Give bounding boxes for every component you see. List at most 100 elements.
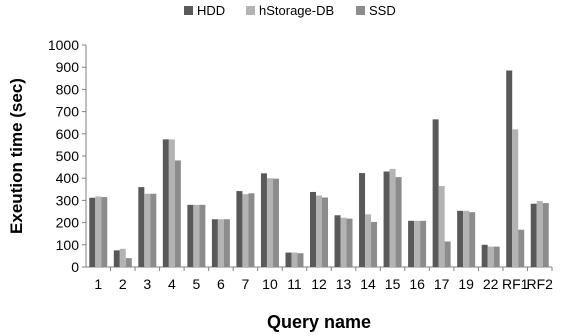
bar-hdd-6: [211, 219, 218, 267]
bar-hstorage-db-16: [414, 220, 421, 267]
legend-label: HDD: [197, 3, 225, 18]
x-tick-label: 5: [192, 276, 200, 292]
bar-ssd-7: [248, 193, 255, 267]
x-tick-label: 3: [143, 276, 151, 292]
bar-hstorage-db-6: [217, 219, 224, 267]
bar-hstorage-db-1: [95, 196, 102, 267]
bar-hstorage-db-2: [119, 248, 126, 267]
y-tick-label: 100: [56, 237, 80, 253]
bar-hdd-7: [236, 191, 243, 267]
bar-hstorage-db-12: [316, 195, 322, 267]
bar-ssd-rf1: [518, 229, 525, 267]
bar-hdd-5: [187, 204, 194, 267]
bar-hstorage-db-19: [463, 210, 470, 267]
y-tick-label: 0: [71, 259, 79, 275]
x-tick-label: RF2: [527, 276, 554, 292]
bar-hdd-16: [408, 220, 415, 267]
bar-hstorage-db-4: [168, 139, 175, 267]
bar-hstorage-db-17: [438, 185, 445, 267]
bar-ssd-10: [272, 178, 279, 267]
bar-ssd-4: [174, 160, 181, 267]
bar-hdd-14: [359, 173, 366, 267]
x-tick-label: 6: [217, 276, 225, 292]
bar-ssd-6: [223, 219, 230, 267]
bars: [89, 70, 549, 268]
legend-label: SSD: [369, 3, 396, 18]
legend-swatch: [184, 6, 193, 15]
bar-ssd-2: [125, 258, 132, 267]
bar-ssd-5: [199, 204, 206, 267]
x-tick-label: 22: [483, 276, 499, 292]
x-tick-label: 15: [385, 276, 401, 292]
bar-hdd-22: [481, 244, 488, 267]
bar-ssd-rf2: [542, 203, 549, 267]
bar-hdd-rf2: [530, 203, 537, 267]
x-tick-label: 10: [262, 276, 278, 292]
bar-ssd-17: [444, 241, 451, 267]
bar-ssd-22: [493, 246, 500, 267]
bar-ssd-15: [395, 177, 402, 267]
x-tick-label: 16: [409, 276, 425, 292]
bar-hstorage-db-22: [487, 246, 494, 267]
bar-hstorage-db-3: [144, 193, 151, 267]
y-tick-label: 700: [56, 104, 80, 120]
bar-hdd-1: [89, 197, 96, 267]
bar-hstorage-db-rf2: [536, 201, 543, 267]
bar-ssd-1: [101, 197, 108, 267]
bar-hdd-12: [310, 191, 316, 267]
legend-label: hStorage-DB: [259, 3, 334, 18]
y-tick-label: 800: [56, 81, 80, 97]
bar-ssd-3: [150, 193, 157, 267]
x-tick-label: 11: [287, 276, 302, 292]
y-axis-title: Exeution time (sec): [7, 78, 26, 234]
legend-swatch: [356, 6, 365, 15]
y-tick-label: 1000: [48, 37, 79, 53]
y-tick-label: 400: [56, 170, 80, 186]
x-tick-label: 19: [458, 276, 474, 292]
bar-hdd-2: [113, 250, 120, 267]
bar-hstorage-db-5: [193, 204, 200, 267]
y-tick-label: 200: [56, 215, 80, 231]
bar-hdd-15: [383, 171, 390, 267]
bar-ssd-19: [469, 212, 476, 267]
bar-ssd-13: [346, 218, 353, 267]
x-tick-label: 12: [311, 276, 327, 292]
bar-hdd-3: [138, 187, 145, 267]
bar-hdd-4: [162, 139, 169, 267]
bar-hdd-rf1: [506, 70, 513, 267]
bar-ssd-16: [420, 220, 427, 267]
bar-hstorage-db-10: [266, 178, 273, 267]
bar-hstorage-db-rf1: [512, 129, 519, 267]
y-tick-label: 600: [56, 126, 80, 142]
y-tick-label: 500: [56, 148, 80, 164]
bar-hdd-13: [334, 215, 341, 267]
x-tick-label: 4: [168, 276, 176, 292]
bar-hstorage-db-11: [291, 252, 298, 267]
x-tick-label: 13: [336, 276, 352, 292]
x-tick-label: 17: [434, 276, 450, 292]
bar-hdd-17: [432, 119, 439, 268]
x-tick-label: 14: [360, 276, 376, 292]
x-tick-label: RF1: [502, 276, 529, 292]
x-axis-title: Query name: [267, 312, 371, 332]
y-tick-label: 300: [56, 192, 80, 208]
bar-hstorage-db-13: [340, 217, 347, 267]
legend: HDD hStorage-DB SSD: [184, 3, 396, 18]
bar-ssd-12: [322, 197, 328, 267]
bar-hstorage-db-14: [365, 214, 372, 267]
bar-hstorage-db-7: [242, 194, 249, 267]
x-tick-label: 1: [94, 276, 102, 292]
x-tick-label: 7: [242, 276, 250, 292]
bar-hdd-19: [457, 210, 464, 267]
bar-ssd-11: [297, 253, 304, 267]
bar-ssd-14: [371, 221, 378, 267]
bar-hdd-11: [285, 252, 292, 267]
y-tick-label: 900: [56, 59, 80, 75]
bar-hstorage-db-15: [389, 168, 396, 267]
x-tick-label: 2: [119, 276, 127, 292]
legend-swatch: [246, 6, 255, 15]
bar-hdd-10: [260, 173, 267, 267]
